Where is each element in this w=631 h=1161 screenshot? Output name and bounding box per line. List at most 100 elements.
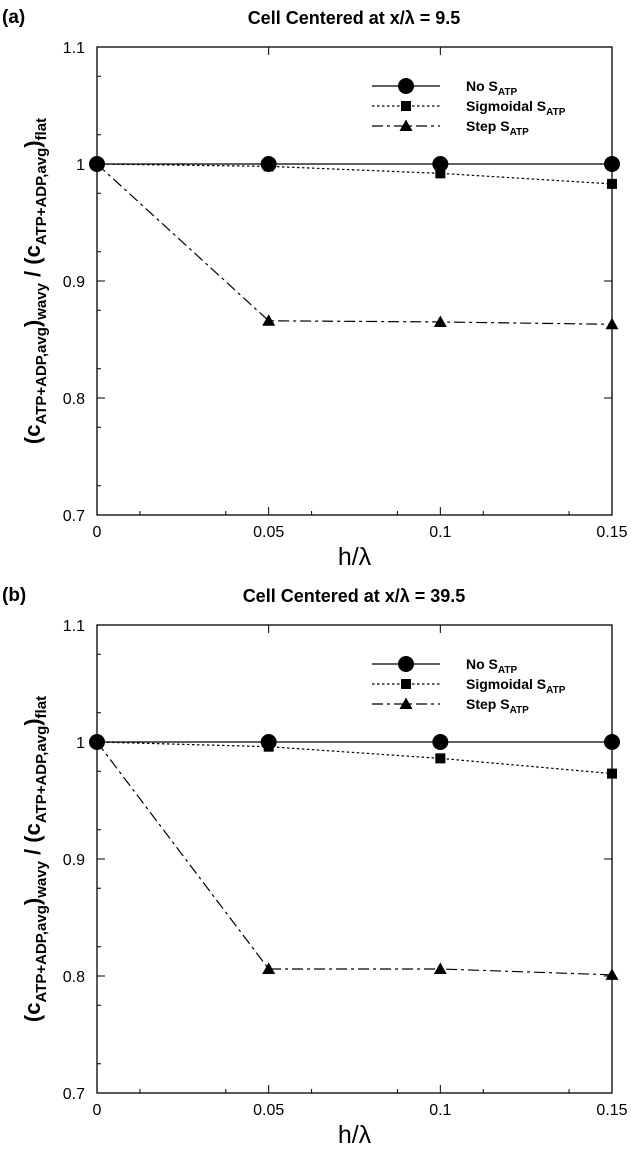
y-tick-label: 1.1 [63,40,85,57]
data-point [435,753,446,764]
legend-label-name: No S [466,78,498,94]
x-tick-label: 0.15 [596,1102,627,1119]
data-point [607,768,617,779]
y-tick-label: 1.1 [63,618,85,635]
x-tick-label: 0.1 [429,524,451,541]
data-point [433,962,447,974]
chart-panel-a: (a) Cell Centered at x/λ = 9.5 0.7 0.8 0.9 1 1… [0,0,631,578]
legend-label-name: No S [466,656,498,672]
legend-label-name: Sigmoidal S [466,98,546,114]
data-point [432,156,449,172]
series-triangle [90,735,619,980]
data-point [262,962,276,974]
legend-marker [398,78,414,94]
y-label-part: (c [20,425,45,445]
data-point [604,156,620,172]
chart-title: Cell Centered at x/λ = 9.5 [248,8,461,28]
y-tick-label: 1 [76,157,85,174]
legend-marker [401,101,411,111]
y-label-part: ) [20,718,45,725]
y-tick-label: 0.8 [63,391,85,408]
legend-label-sub: ATP [546,685,566,696]
y-tick-label: 0.8 [63,969,85,986]
y-tick-label: 0.9 [63,852,85,869]
legend-label: Sigmoidal SATP [466,98,566,118]
data-point [432,734,449,750]
y-label-part: (c [20,1003,45,1023]
series-line [96,163,613,325]
y-label-part: ) [20,320,45,327]
legend-label-sub: ATP [510,705,530,716]
y-label-sub: wavy [33,282,50,320]
chart-b-svg: (b) Cell Centered at x/λ = 39.5 0.7 0.8 0.9 1… [2,585,628,1149]
data-point [605,968,619,980]
panel-label: (b) [2,585,26,606]
legend-label: Step SATP [466,118,529,138]
data-point [433,315,447,327]
plot-frame [96,624,613,1094]
y-label-sub: flat [33,696,50,719]
y-tick-label: 0.7 [63,1086,85,1103]
y-label-sub: ATP+ADP,avg [33,327,50,424]
chart-title: Cell Centered at x/λ = 39.5 [243,586,466,606]
y-label-sub: ATP+ADP,avg [33,905,50,1002]
data-point [604,734,620,750]
legend-label-sub: ATP [510,127,530,138]
data-point [263,161,274,172]
data-point [435,168,446,179]
y-axis-label: (cATP+ADP,avg)wavy / (cATP+ADP,avg)flat [20,118,50,444]
series-circle [89,156,620,172]
data-point [262,314,276,326]
legend-label-sub: ATP [498,665,518,676]
y-label-part: / (c [20,245,45,283]
y-tick-label: 1 [76,735,85,752]
legend-label: Step SATP [466,696,529,716]
series-line [96,741,613,976]
legend-label: Sigmoidal SATP [466,676,566,696]
series-line [96,163,613,185]
x-tick-label: 0.15 [596,524,627,541]
x-tick-label: 0.05 [253,1102,284,1119]
legend-label-sub: ATP [546,107,566,118]
legend-label: No SATP [466,78,517,98]
legend-label: No SATP [466,656,517,676]
series-square [92,737,617,779]
panel-label: (a) [2,7,25,28]
x-tick-label: 0.05 [253,524,284,541]
series-circle [89,734,620,750]
legend-label-name: Sigmoidal S [466,676,546,692]
y-label-part: ) [20,898,45,905]
data-point [90,735,104,747]
y-tick-label: 0.7 [63,508,85,525]
x-tick-label: 0 [93,1102,102,1119]
series-line [96,741,613,775]
data-point [607,178,617,189]
y-label-sub: ATP+ADP,avg [33,726,50,823]
data-point [605,317,619,330]
x-tick-label: 0.1 [429,1102,451,1119]
x-axis-label: h/λ [338,543,372,571]
legend-marker [401,679,411,689]
legend-label-name: Step S [466,696,510,712]
data-point [90,157,104,169]
series-triangle [90,157,619,330]
y-label-sub: flat [33,118,50,141]
legend-label-name: Step S [466,118,510,134]
data-point [263,741,274,752]
legend-marker [398,656,414,672]
x-tick-label: 0 [93,524,102,541]
y-axis-label: (cATP+ADP,avg)wavy / (cATP+ADP,avg)flat [20,696,50,1022]
y-label-part: ) [20,140,45,147]
chart-a-svg: (a) Cell Centered at x/λ = 9.5 0.7 0.8 0.9 1 1… [2,7,628,571]
y-tick-label: 0.9 [63,274,85,291]
x-axis-label: h/λ [338,1121,372,1149]
y-label-sub: ATP+ADP,avg [33,148,50,245]
legend-marker [399,697,413,709]
plot-frame [96,46,613,516]
legend-marker [399,119,413,131]
legend-label-sub: ATP [498,87,518,98]
y-label-sub: wavy [33,860,50,898]
chart-panel-b: (b) Cell Centered at x/λ = 39.5 0.7 0.8 0.9 1… [0,578,631,1156]
